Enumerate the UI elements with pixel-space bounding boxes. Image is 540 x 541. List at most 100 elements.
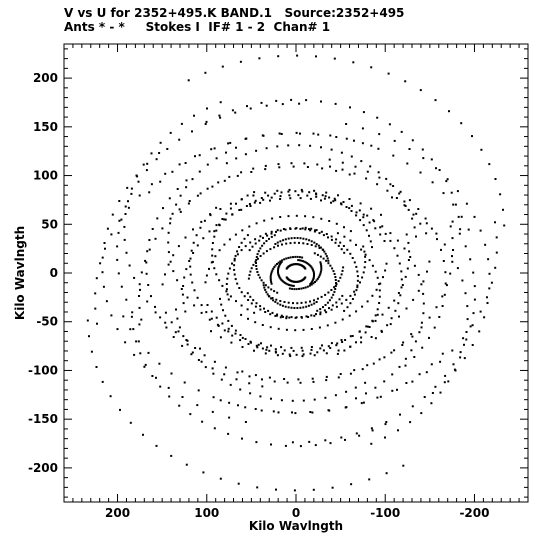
uv-point bbox=[456, 190, 459, 193]
uv-point bbox=[322, 306, 324, 309]
uv-point bbox=[495, 251, 498, 254]
uv-point bbox=[246, 292, 249, 295]
uv-point bbox=[164, 273, 166, 276]
uv-point bbox=[330, 238, 333, 241]
uv-point bbox=[186, 296, 189, 299]
uv-point bbox=[326, 257, 329, 260]
uv-point bbox=[122, 315, 125, 318]
uv-point bbox=[319, 255, 322, 258]
uv-point bbox=[263, 219, 266, 222]
uv-point bbox=[290, 237, 293, 240]
uv-point bbox=[277, 272, 280, 275]
uv-point bbox=[377, 171, 380, 174]
uv-point bbox=[438, 316, 441, 318]
uv-point bbox=[220, 303, 223, 306]
uv-point bbox=[378, 133, 381, 136]
uv-point bbox=[240, 249, 243, 252]
uv-point bbox=[315, 313, 317, 316]
uv-point bbox=[233, 259, 236, 262]
uv-point bbox=[317, 244, 320, 247]
uv-point bbox=[414, 340, 417, 343]
uv-point bbox=[221, 65, 224, 68]
uv-point bbox=[132, 328, 135, 331]
uv-point bbox=[285, 282, 288, 285]
uv-point bbox=[461, 279, 464, 282]
uv-point bbox=[159, 180, 162, 183]
uv-point bbox=[301, 256, 304, 259]
uv-point bbox=[323, 197, 326, 200]
uv-point bbox=[227, 432, 230, 435]
uv-point bbox=[317, 276, 320, 279]
uv-point bbox=[431, 181, 434, 184]
uv-point bbox=[268, 237, 270, 240]
uv-point bbox=[403, 204, 406, 207]
uv-point bbox=[412, 213, 415, 216]
uv-point bbox=[312, 488, 315, 491]
uv-point bbox=[303, 260, 306, 263]
uv-point bbox=[494, 221, 496, 224]
uv-point bbox=[422, 302, 425, 305]
uv-point bbox=[211, 260, 214, 263]
uv-point bbox=[244, 338, 247, 340]
uv-point bbox=[227, 272, 230, 275]
uv-point bbox=[167, 386, 170, 389]
uv-point bbox=[248, 203, 251, 205]
uv-point bbox=[302, 237, 305, 240]
uv-point bbox=[214, 255, 217, 258]
uv-point bbox=[254, 408, 257, 410]
uv-point bbox=[310, 244, 313, 246]
uv-point bbox=[105, 300, 108, 303]
uv-point bbox=[229, 383, 232, 386]
uv-point bbox=[254, 260, 257, 263]
uv-point bbox=[252, 263, 255, 266]
uv-point bbox=[219, 477, 222, 480]
uv-point bbox=[417, 273, 420, 276]
uv-point bbox=[452, 203, 455, 206]
uv-point bbox=[228, 401, 231, 404]
uv-point bbox=[135, 340, 138, 343]
uv-point bbox=[259, 201, 262, 204]
uv-point bbox=[258, 239, 261, 242]
uv-point bbox=[314, 229, 317, 232]
uv-point bbox=[241, 437, 243, 440]
uv-point bbox=[376, 396, 379, 399]
uv-point bbox=[252, 194, 255, 197]
uv-point bbox=[405, 307, 408, 310]
uv-point bbox=[236, 371, 239, 374]
uv-point bbox=[296, 307, 299, 309]
uv-point bbox=[314, 281, 316, 283]
uv-point bbox=[327, 259, 330, 262]
uv-point bbox=[285, 276, 288, 279]
uv-point bbox=[291, 411, 293, 414]
uv-point bbox=[379, 233, 382, 236]
uv-point bbox=[184, 236, 187, 239]
uv-point bbox=[287, 215, 290, 218]
uv-point bbox=[378, 176, 381, 179]
uv-point bbox=[410, 333, 413, 336]
uv-point bbox=[220, 378, 223, 381]
uv-point bbox=[473, 215, 476, 218]
uv-point bbox=[319, 246, 322, 249]
uv-point bbox=[146, 250, 149, 253]
uv-point bbox=[202, 471, 205, 474]
uv-point bbox=[305, 315, 308, 318]
uv-point bbox=[363, 266, 366, 269]
uv-point bbox=[306, 262, 309, 265]
uv-point bbox=[270, 397, 272, 400]
uv-point bbox=[189, 257, 192, 260]
uv-point bbox=[376, 183, 379, 186]
uv-point bbox=[288, 287, 291, 290]
uv-point bbox=[434, 99, 437, 102]
uv-point bbox=[310, 328, 313, 330]
uv-point bbox=[311, 279, 314, 282]
uv-point bbox=[330, 289, 333, 291]
uv-point bbox=[229, 207, 232, 210]
uv-point bbox=[327, 236, 329, 239]
uv-point bbox=[451, 349, 454, 352]
uv-point bbox=[127, 200, 129, 203]
uv-point bbox=[349, 239, 352, 242]
uv-point bbox=[150, 152, 153, 155]
uv-point bbox=[308, 191, 311, 194]
uv-point bbox=[256, 271, 259, 273]
uv-point bbox=[337, 280, 340, 283]
